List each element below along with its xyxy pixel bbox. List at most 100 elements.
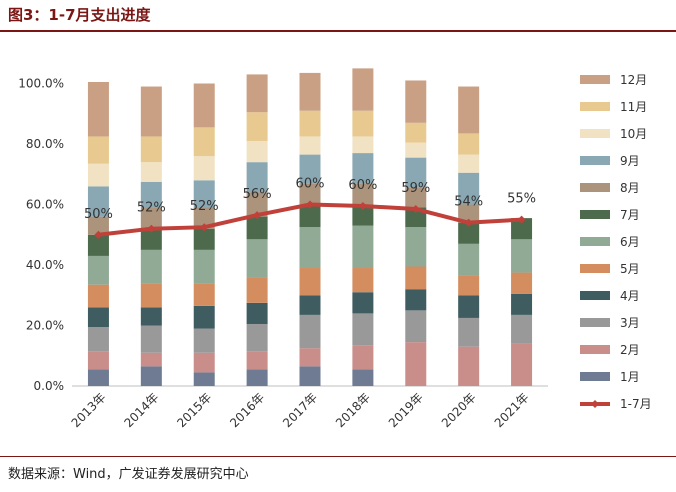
- bar-segment-10月: [193, 156, 215, 181]
- bar-segment-2月: [246, 351, 268, 370]
- bar-segment-5月: [140, 283, 162, 308]
- bar-segment-3月: [87, 327, 109, 352]
- bar-segment-8月: [405, 187, 427, 208]
- bar-segment-8月: [299, 183, 321, 205]
- line-data-label: 56%: [243, 187, 272, 202]
- bar-segment-9月: [299, 154, 321, 184]
- bar-segment-4月: [299, 295, 321, 315]
- bar-segment-6月: [246, 239, 268, 278]
- bar-segment-11月: [405, 122, 427, 143]
- y-tick-label: 0.0%: [34, 379, 65, 393]
- line-point: [306, 200, 314, 209]
- legend-label: 11月: [620, 100, 647, 114]
- line-point: [358, 202, 367, 211]
- line-point: [411, 205, 420, 214]
- bar-segment-12月: [246, 74, 268, 113]
- y-tick-label: 40.0%: [26, 258, 64, 272]
- bar-segment-5月: [87, 284, 109, 308]
- bar-segment-3月: [405, 310, 427, 343]
- source-note: 数据来源：Wind，广发证券发展研究中心: [8, 467, 249, 482]
- bar-segment-6月: [299, 227, 321, 269]
- legend-swatch: [580, 237, 610, 246]
- bar-segment-3月: [140, 325, 162, 353]
- bar-segment-8月: [193, 207, 215, 229]
- bar-segment-6月: [405, 227, 427, 267]
- legend-label: 5月: [620, 262, 640, 276]
- bar-segment-7月: [352, 204, 374, 226]
- bar-segment-1月: [87, 369, 109, 386]
- y-tick-label: 80.0%: [26, 137, 64, 151]
- bar-segment-5月: [193, 283, 215, 306]
- bar-segment-4月: [246, 302, 268, 324]
- bar-segment-12月: [299, 72, 321, 111]
- legend-label: 1-7月: [620, 397, 652, 411]
- bar-segment-7月: [511, 218, 533, 240]
- stacked-bar-chart: 0.0% 20.0% 40.0% 60.0% 80.0% 100.0% 2013年 2014年…: [18, 68, 652, 430]
- legend-label: 4月: [620, 289, 640, 303]
- bar-segment-6月: [352, 225, 374, 269]
- legend-label: 6月: [620, 235, 640, 249]
- legend-swatch: [580, 183, 610, 192]
- legend-swatch: [580, 210, 610, 219]
- bar-segment-6月: [193, 249, 215, 284]
- bar-segment-9月: [405, 157, 427, 188]
- bar-segment-6月: [140, 249, 162, 284]
- legend-label: 8月: [620, 181, 640, 195]
- bar-segment-4月: [458, 295, 480, 318]
- legend-swatch: [580, 75, 610, 84]
- legend-label: 2月: [620, 343, 640, 357]
- x-category-label: 2020年: [439, 390, 479, 430]
- bar-segment-2月: [405, 342, 427, 386]
- bar-segment-3月: [511, 314, 533, 344]
- bar-segment-10月: [405, 142, 427, 158]
- bar-segment-10月: [458, 154, 480, 173]
- legend-swatch: [580, 102, 610, 111]
- x-category-label: 2017年: [280, 390, 320, 430]
- bar-segment-8月: [458, 204, 480, 223]
- bar-segment-9月: [458, 172, 480, 205]
- bar-segment-10月: [246, 140, 268, 163]
- bar-segment-9月: [87, 186, 109, 217]
- x-category-label: 2016年: [227, 390, 267, 430]
- y-tick-label: 100.0%: [18, 77, 64, 91]
- line-data-label: 50%: [84, 207, 113, 222]
- legend-swatch: [580, 345, 610, 354]
- bar-segment-2月: [87, 351, 109, 370]
- bar-segment-7月: [246, 216, 268, 240]
- bar-segment-2月: [140, 352, 162, 367]
- bar-segment-10月: [87, 163, 109, 187]
- bar-segment-5月: [352, 268, 374, 293]
- bar-segment-6月: [458, 243, 480, 276]
- bar-segment-4月: [511, 293, 533, 315]
- line-data-label: 59%: [401, 181, 430, 196]
- line-data-label: 52%: [190, 199, 219, 214]
- figure-title: 图3：1-7月支出进度: [8, 6, 151, 24]
- legend-label: 12月: [620, 73, 647, 87]
- bar-segment-7月: [193, 228, 215, 250]
- x-category-label: 2015年: [174, 390, 214, 430]
- bar-segment-9月: [140, 181, 162, 208]
- bar-segment-11月: [140, 136, 162, 163]
- bar-segment-1月: [193, 372, 215, 386]
- bar-segment-2月: [458, 346, 480, 386]
- bar-segment-2月: [193, 352, 215, 373]
- legend-swatch: [580, 372, 610, 381]
- bar-segment-7月: [458, 222, 480, 244]
- bar-segment-12月: [352, 68, 374, 111]
- x-category-label: 2019年: [386, 390, 426, 430]
- bar-segment-2月: [511, 343, 533, 386]
- line-point: [517, 215, 526, 224]
- y-tick-label: 20.0%: [26, 319, 64, 333]
- bar-segment-4月: [140, 307, 162, 326]
- legend-swatch: [580, 264, 610, 273]
- line-point: [253, 211, 262, 220]
- bar-segment-1月: [246, 369, 268, 386]
- bar-segment-8月: [246, 192, 268, 217]
- line-data-label: 60%: [296, 177, 325, 192]
- line-point: [147, 224, 156, 233]
- bar-segment-2月: [352, 345, 374, 370]
- bar-segment-9月: [246, 162, 268, 193]
- bar-segment-1月: [299, 366, 321, 386]
- legend-swatch: [580, 318, 610, 327]
- bar-segment-10月: [299, 136, 321, 155]
